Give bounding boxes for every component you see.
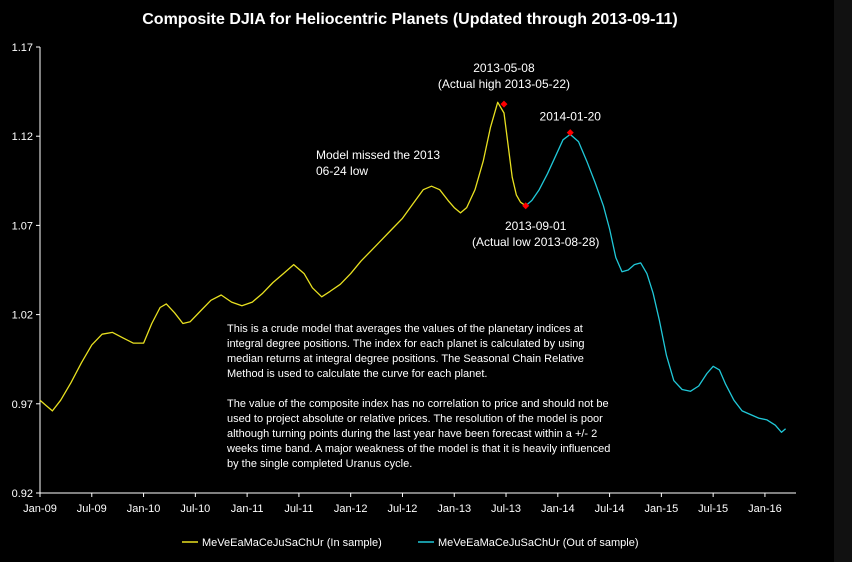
x-tick-label: Jul-14: [595, 503, 625, 515]
chart-title: Composite DJIA for Heliocentric Planets …: [142, 11, 678, 28]
note-line: The value of the composite index has no …: [227, 398, 609, 410]
legend-label: MeVeEaMaCeJuSaChUr (Out of sample): [438, 537, 639, 549]
x-tick-label: Jul-11: [284, 503, 313, 515]
model-missed-annotation: Model missed the 2013: [316, 148, 440, 162]
x-tick-label: Jan-11: [231, 503, 264, 515]
note-line: used to project absolute or relative pri…: [227, 413, 603, 425]
right-scroll-gutter: [834, 0, 852, 562]
annotations-group: Model missed the 2013 06-24 low: [316, 148, 440, 178]
x-tick-label: Jul-13: [491, 503, 521, 515]
x-tick-label: Jan-10: [127, 503, 161, 515]
note-line: although turning points during the last …: [227, 428, 597, 440]
x-tick-label: Jan-13: [437, 503, 471, 515]
note-line: by the single completed Uranus cycle.: [227, 458, 412, 470]
x-tick-label: Jul-10: [180, 503, 210, 515]
series-line-in-sample: [39, 101, 527, 412]
turning-point-label: (Actual high 2013-05-22): [438, 77, 570, 91]
model-note: This is a crude model that averages the …: [226, 323, 610, 470]
turning-point-label: (Actual low 2013-08-28): [472, 235, 599, 249]
axes: 1.17 1.12 1.07 1.02 0.97 0.92 Jan-09 Jul-09 Jan-…: [12, 42, 796, 515]
turning-point-label: 2014-01-20: [540, 110, 602, 124]
legend-label: MeVeEaMaCeJuSaChUr (In sample): [202, 537, 382, 549]
y-tick-label: 0.97: [12, 399, 33, 411]
x-tick-label: Jan-16: [748, 503, 782, 515]
x-tick-label: Jan-12: [334, 503, 368, 515]
model-missed-annotation: 06-24 low: [316, 164, 368, 178]
y-tick-label: 1.17: [12, 42, 33, 54]
legend: MeVeEaMaCeJuSaChUr (In sample) MeVeEaMaCe…: [182, 537, 639, 549]
turning-point-marker: [566, 129, 574, 137]
turning-point-label: 2013-09-01: [505, 219, 567, 233]
x-tick-label: Jan-14: [541, 503, 575, 515]
markers-group: 2013-05-08 (Actual high 2013-05-22) 2013-0…: [438, 61, 601, 249]
x-tick-label: Jul-15: [698, 503, 728, 515]
turning-point-label: 2013-05-08: [473, 61, 535, 75]
x-tick-label: Jul-12: [387, 503, 417, 515]
x-tick-label: Jan-15: [645, 503, 679, 515]
x-tick-label: Jul-09: [77, 503, 107, 515]
note-line: integral degree positions. The index for…: [227, 338, 585, 350]
note-line: Method is used to calculate the curve fo…: [227, 368, 488, 380]
y-tick-label: 0.92: [12, 488, 33, 500]
note-line: weeks time band. A major weakness of the…: [226, 443, 610, 455]
note-line: median returns at integral degree positi…: [227, 353, 584, 365]
y-tick-label: 1.07: [12, 220, 33, 232]
turning-point-marker: [500, 100, 508, 108]
note-line: This is a crude model that averages the …: [227, 323, 583, 335]
y-tick-label: 1.02: [12, 310, 33, 322]
x-tick-label: Jan-09: [23, 503, 57, 515]
y-tick-label: 1.12: [12, 131, 33, 143]
turning-point-marker: [522, 202, 530, 210]
